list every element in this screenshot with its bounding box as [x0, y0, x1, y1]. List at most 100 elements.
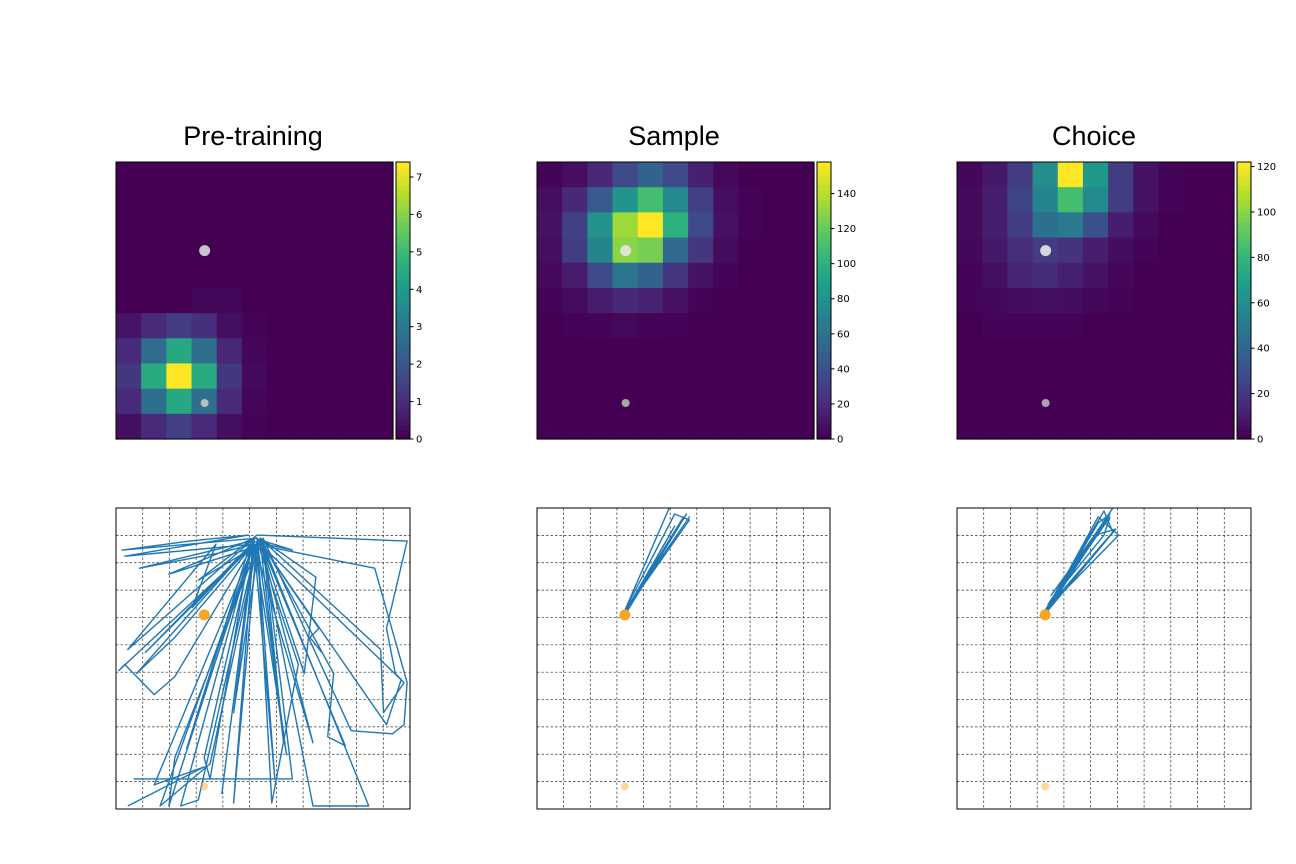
colorbar-step: [1237, 272, 1251, 279]
heatmap-cell: [166, 313, 193, 339]
heatmap-cell: [241, 262, 268, 289]
heatmap-cell: [1183, 187, 1210, 213]
heatmap-cell: [587, 363, 614, 390]
colorbar-step: [1237, 337, 1251, 343]
heatmap-cell: [1108, 413, 1134, 440]
heatmap-cell: [537, 212, 563, 239]
object-marker-secondary: [200, 782, 209, 791]
colorbar-step: [396, 286, 410, 292]
heatmap-cell: [1082, 162, 1109, 188]
colorbar-step: [396, 175, 410, 182]
heatmap-cell: [562, 237, 588, 264]
heatmap-cell: [216, 413, 243, 440]
heatmap-cell: [662, 313, 689, 339]
colorbar-step: [1237, 355, 1251, 362]
colorbar-step: [817, 291, 831, 297]
heatmap-cell: [1082, 187, 1109, 213]
heatmap-cell: [241, 287, 268, 314]
heatmap-cell: [612, 363, 639, 390]
colorbar-step: [817, 337, 831, 343]
heatmap-cell: [216, 338, 243, 365]
colorbar-step: [1237, 369, 1251, 375]
heatmap-cell: [141, 313, 167, 339]
colorbar-step: [817, 231, 831, 237]
colorbar-step: [396, 346, 410, 352]
colorbar-tick-label: 60: [1257, 298, 1270, 309]
heatmap-cell: [292, 338, 319, 365]
heatmap-cell: [637, 363, 664, 390]
heatmap-cell: [166, 287, 193, 314]
colorbar-step: [1237, 411, 1251, 417]
heatmap-cell: [637, 313, 664, 339]
heatmap-cell: [141, 262, 167, 289]
colorbar-tick-label: 0: [837, 435, 843, 446]
heatmap-cell: [267, 313, 293, 339]
heatmap-cell: [612, 287, 639, 314]
colorbar-step: [817, 374, 831, 380]
colorbar-step: [817, 388, 831, 394]
heatmap-cell: [1133, 237, 1160, 264]
heatmap-cell: [562, 162, 588, 188]
heatmap-cell: [688, 287, 714, 314]
colorbar-step: [817, 203, 831, 209]
heatmap-cell: [317, 287, 344, 314]
heatmap-cell: [292, 187, 319, 213]
heatmap-cell: [166, 363, 193, 390]
heatmap-cell: [1208, 237, 1235, 264]
heatmap-cell: [1032, 187, 1059, 213]
heatmap-cell: [292, 237, 319, 264]
colorbar-step: [396, 222, 410, 228]
colorbar-step: [817, 323, 831, 329]
colorbar-step: [817, 332, 831, 339]
heatmap-cell: [191, 338, 218, 365]
heatmap-cell: [367, 363, 394, 390]
heatmap-cell: [342, 162, 369, 188]
heatmap-cell: [763, 338, 790, 365]
heatmap-cell: [191, 363, 218, 390]
heatmap-cell: [688, 162, 714, 188]
colorbar-tick-label: 40: [1257, 344, 1270, 355]
colorbar-step: [1237, 198, 1251, 205]
heatmap-cell: [1208, 313, 1235, 339]
colorbar-step: [817, 240, 831, 246]
colorbar-tick-label: 2: [416, 360, 422, 371]
heatmap-cell: [1108, 212, 1134, 239]
colorbar-step: [1237, 217, 1251, 223]
colorbar-step: [817, 268, 831, 274]
colorbar-step: [817, 235, 831, 242]
heatmap-cell: [537, 363, 563, 390]
heatmap-cell: [1158, 287, 1185, 314]
heatmap-cell: [713, 162, 740, 188]
colorbar-step: [817, 171, 831, 177]
heatmap-cell: [1082, 338, 1109, 365]
colorbar-step: [1237, 351, 1251, 357]
heatmap-cell: [688, 388, 714, 415]
heatmap-cell: [216, 388, 243, 415]
colorbar-step: [1237, 397, 1251, 403]
heatmap-cell: [662, 162, 689, 188]
object-marker-secondary: [620, 782, 629, 791]
heatmap-cell: [957, 162, 983, 188]
colorbar-step: [817, 162, 831, 168]
heatmap-cell: [342, 287, 369, 314]
colorbar-step: [396, 397, 410, 403]
heatmap-cell: [763, 287, 790, 314]
colorbar-step: [396, 291, 410, 297]
colorbar-step: [1237, 300, 1251, 306]
colorbar-step: [1237, 309, 1251, 315]
heatmap-cell: [738, 212, 765, 239]
heatmap-cell: [166, 262, 193, 289]
heatmap-cell: [738, 237, 765, 264]
colorbar-step: [817, 212, 831, 218]
heatmap-cell: [367, 338, 394, 365]
heatmap-cell: [141, 413, 167, 440]
colorbar-step: [817, 415, 831, 422]
colorbar-step: [817, 420, 831, 426]
colorbar-step: [396, 360, 410, 366]
colorbar-tick-label: 6: [416, 210, 422, 221]
colorbar-step: [1237, 231, 1251, 237]
heatmap-cell: [957, 363, 983, 390]
colorbar-step: [1237, 277, 1251, 283]
heatmap-cell: [982, 413, 1008, 440]
heatmap-cell: [637, 338, 664, 365]
